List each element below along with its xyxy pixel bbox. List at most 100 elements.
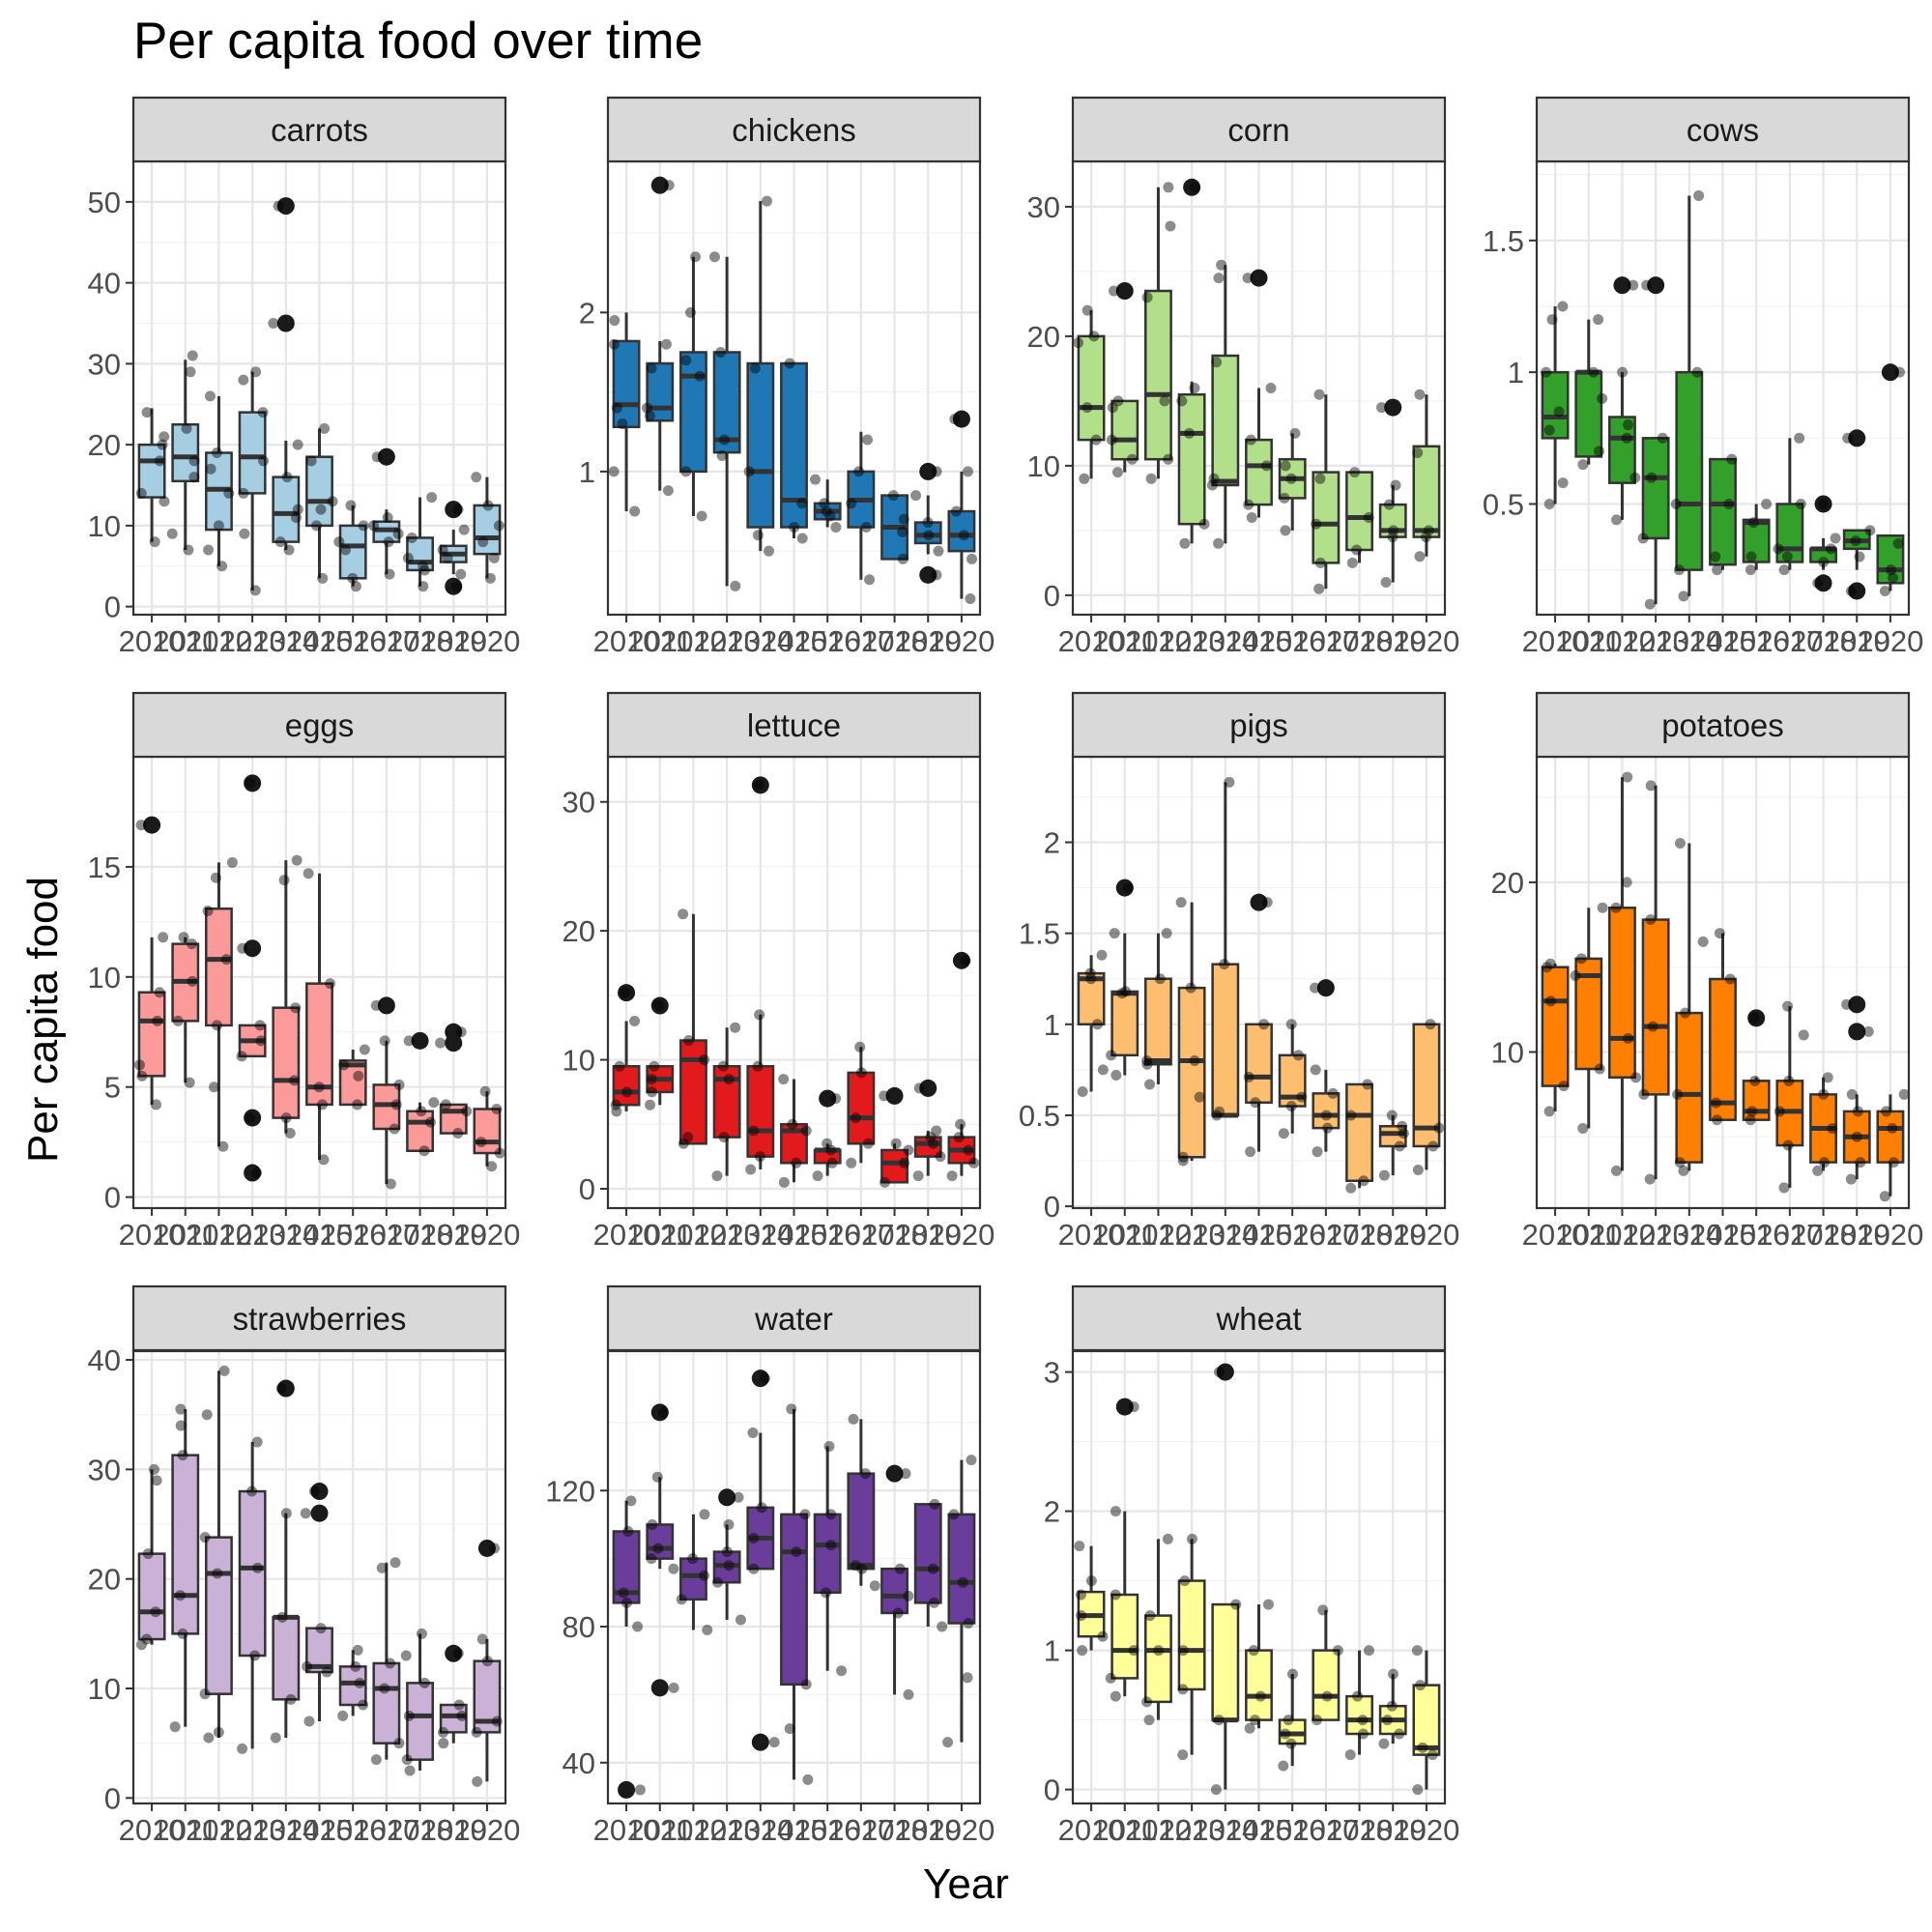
- box-carrots-2018: [402, 492, 438, 592]
- jitter-point: [209, 1081, 220, 1093]
- jitter-point: [1096, 949, 1108, 961]
- box-lettuce-2013: [711, 1022, 741, 1182]
- jitter-point: [802, 1773, 814, 1785]
- jitter-point: [890, 1138, 902, 1149]
- jitter-point: [437, 544, 448, 556]
- jitter-point: [1261, 897, 1273, 908]
- x-tick-label: 2016: [320, 624, 387, 658]
- jitter-point: [1375, 402, 1387, 414]
- box-iqr: [679, 351, 707, 474]
- x-tick-label: 2010: [1058, 1813, 1125, 1847]
- x-tick-label: 2010: [1058, 1218, 1125, 1252]
- jitter-point: [1286, 1668, 1298, 1680]
- jitter-point: [1177, 1645, 1189, 1657]
- jitter-point: [345, 500, 357, 511]
- outlier-point: [919, 1079, 937, 1097]
- outlier-point: [751, 1370, 769, 1388]
- jitter-point: [897, 526, 908, 537]
- jitter-point: [321, 1666, 332, 1678]
- jitter-point: [684, 306, 696, 318]
- jitter-point: [1647, 1021, 1658, 1032]
- y-tick-label: 1: [1044, 1008, 1060, 1042]
- jitter-point: [1778, 564, 1790, 576]
- jitter-point: [1388, 525, 1399, 536]
- box-carrots-2017: [368, 447, 404, 580]
- jitter-point: [1279, 492, 1290, 504]
- jitter-point: [1381, 1715, 1393, 1726]
- jitter-point: [699, 1054, 710, 1066]
- jitter-point: [435, 1037, 447, 1049]
- jitter-point: [927, 1138, 938, 1149]
- jitter-point: [1210, 1784, 1222, 1796]
- jitter-point: [1558, 1081, 1570, 1092]
- jitter-point: [1311, 518, 1322, 530]
- jitter-point: [136, 1070, 148, 1081]
- outlier-point: [445, 1023, 463, 1041]
- jitter-point: [183, 544, 194, 556]
- jitter-point: [796, 533, 808, 544]
- jitter-point: [825, 1509, 837, 1520]
- jitter-point: [1213, 1715, 1225, 1726]
- jitter-point: [236, 1051, 247, 1062]
- box-iqr: [1345, 1082, 1373, 1183]
- outlier-point: [477, 1539, 496, 1557]
- x-tick-label: 2020: [1393, 1813, 1459, 1847]
- box-potatoes-2013: [1638, 780, 1670, 1185]
- jitter-point: [274, 536, 286, 548]
- box-iqr: [1641, 437, 1670, 540]
- jitter-point: [1280, 525, 1291, 536]
- box-wheat-2017: [1312, 1604, 1343, 1726]
- box-iqr: [1110, 990, 1139, 1057]
- jitter-point: [949, 414, 961, 425]
- jitter-point: [201, 1409, 213, 1421]
- y-tick-label: 40: [562, 1746, 595, 1780]
- jitter-point: [290, 512, 302, 523]
- jitter-point: [1577, 1122, 1589, 1134]
- jitter-point: [1110, 1589, 1121, 1600]
- jitter-point: [1090, 434, 1102, 446]
- jitter-point: [1144, 1610, 1156, 1622]
- jitter-point: [148, 1463, 159, 1475]
- box-iqr: [880, 1567, 908, 1615]
- jitter-point: [187, 938, 198, 950]
- jitter-point: [1782, 1139, 1794, 1151]
- jitter-point: [855, 1067, 867, 1079]
- box-water-2015: [780, 1403, 814, 1785]
- box-cows-2017: [1773, 432, 1806, 576]
- box-corn-2013: [1176, 178, 1210, 549]
- jitter-point: [1265, 383, 1277, 393]
- x-tick-label: 2013: [219, 1218, 286, 1252]
- jitter-point: [1345, 1182, 1357, 1194]
- facet-strip-label: carrots: [271, 112, 368, 148]
- outlier-point: [1250, 269, 1268, 287]
- jitter-point: [733, 1491, 744, 1503]
- jitter-point: [213, 1726, 224, 1738]
- jitter-point: [458, 524, 470, 535]
- box-potatoes-2011: [1570, 902, 1608, 1134]
- jitter-point: [400, 1650, 412, 1661]
- jitter-point: [942, 1737, 954, 1748]
- box-iqr: [171, 1454, 200, 1635]
- box-iqr: [1245, 1649, 1273, 1721]
- facet-strip: [1071, 1284, 1447, 1352]
- x-tick-label: 2015: [1226, 1813, 1292, 1847]
- jitter-point: [668, 1682, 679, 1693]
- jitter-point: [864, 574, 876, 586]
- jitter-point: [1845, 585, 1857, 596]
- y-tick-label: 30: [562, 786, 595, 820]
- jitter-point: [1242, 273, 1254, 284]
- jitter-point: [1747, 517, 1759, 529]
- y-tick-label: 120: [545, 1474, 595, 1508]
- jitter-point: [389, 1557, 401, 1569]
- box-water-2016: [813, 1441, 848, 1677]
- jitter-point: [1154, 973, 1166, 985]
- facet-strip: [606, 691, 982, 759]
- jitter-point: [903, 1144, 914, 1156]
- box-pigs-2018: [1345, 1079, 1373, 1194]
- box-iqr: [712, 351, 741, 454]
- x-tick-label: 2012: [1125, 1218, 1192, 1252]
- jitter-point: [340, 544, 352, 556]
- jitter-point: [216, 561, 228, 572]
- jitter-point: [438, 1726, 449, 1738]
- jitter-point: [1433, 1122, 1445, 1134]
